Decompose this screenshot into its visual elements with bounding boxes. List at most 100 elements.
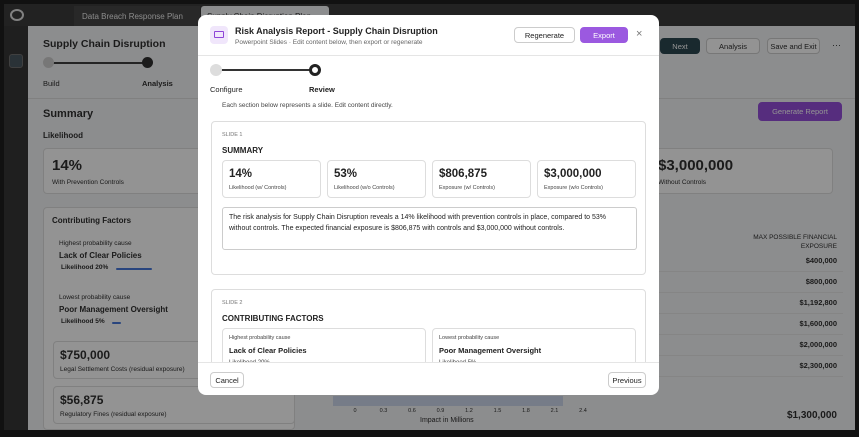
x-tick-label: 0.3: [379, 408, 388, 414]
nav-item[interactable]: [9, 54, 23, 68]
metric-value: 53%: [334, 168, 358, 180]
table-total: $1,300,000: [786, 410, 837, 421]
modal-icon: [210, 26, 228, 44]
stepper-line: [220, 69, 316, 71]
tab-label: Data Breach Response Plan: [82, 12, 183, 21]
table-value: $800,000: [805, 277, 837, 286]
x-tick-label: 1.8: [522, 408, 530, 414]
metric-label: Likelihood (w/ Controls): [229, 185, 287, 191]
metric-label: Exposure (w/o Controls): [544, 185, 603, 191]
factor-name: Poor Management Oversight: [439, 346, 542, 355]
factor-likelihood: Likelihood 20%: [61, 264, 109, 271]
factor-caption: Highest probability cause: [229, 335, 291, 341]
stepper-line: [50, 62, 148, 64]
table-header: MAX POSSIBLE FINANCIAL EXPOSURE: [753, 234, 837, 250]
x-tick-label: 0: [353, 408, 357, 414]
likelihood-bar: [116, 268, 152, 270]
modal-title: Risk Analysis Report - Supply Chain Disr…: [235, 26, 438, 36]
step-label: Analysis: [142, 79, 173, 88]
factor-name: Lack of Clear Policies: [229, 346, 307, 355]
header-divider: [198, 55, 659, 56]
factor-card: Highest probability cause Lack of Clear P…: [222, 328, 426, 362]
cancel-button[interactable]: Cancel: [210, 372, 244, 388]
step-label: Build: [43, 79, 60, 88]
cost-label: Legal Settlement Costs (residual exposur…: [60, 366, 185, 373]
metric-card: $3,000,000 Exposure (w/o Controls): [537, 160, 636, 198]
table-value: $2,000,000: [799, 340, 837, 349]
factor-likelihood: Likelihood 20%: [229, 360, 270, 362]
table-value: $2,300,000: [799, 361, 837, 370]
next-button[interactable]: Next: [660, 38, 700, 54]
chart-bars: [333, 396, 563, 406]
metric-value: $806,875: [439, 168, 487, 180]
factor-caption: Lowest probability cause: [439, 335, 500, 341]
step-dot: [43, 57, 54, 68]
metric-card: $806,875 Exposure (w/ Controls): [432, 160, 531, 198]
save-button[interactable]: Save and Exit: [767, 38, 820, 54]
factor-likelihood: Likelihood 5%: [439, 360, 476, 362]
table-value: $1,192,800: [799, 298, 837, 307]
step-label: Review: [309, 85, 335, 94]
slide: SLIDE 2 CONTRIBUTING FACTORS Highest pro…: [211, 289, 646, 362]
metric-card: 14% Likelihood (w/ Controls): [222, 160, 321, 198]
step-label: Configure: [210, 85, 243, 94]
footer-divider: [198, 362, 659, 363]
table-row-line: [638, 271, 843, 272]
metric-label: Likelihood (w/o Controls): [334, 185, 395, 191]
table-row-line: [638, 334, 843, 335]
cost-label: Regulatory Fines (residual exposure): [60, 411, 167, 418]
table-row-line: [638, 313, 843, 314]
view-dropdown[interactable]: Analysis: [706, 38, 760, 54]
info-text: Each section below represents a slide. E…: [222, 102, 393, 109]
step-dot: [142, 57, 153, 68]
factors-title: Contributing Factors: [52, 216, 132, 225]
x-axis-label: Impact in Millions: [420, 417, 474, 424]
likelihood-value: $3,000,000: [658, 157, 734, 174]
modal-subtitle: Powerpoint Slides · Edit content below, …: [235, 39, 423, 46]
x-tick-label: 1.2: [465, 408, 473, 414]
more-button[interactable]: ···: [832, 40, 841, 50]
table-value: $400,000: [805, 256, 837, 265]
x-tick-label: 1.5: [493, 408, 502, 414]
generate-button[interactable]: Generate Report: [758, 102, 842, 121]
likelihood-label: Without Controls: [658, 179, 707, 186]
likelihood-value: 14%: [52, 157, 83, 174]
metric-cards: 14% Likelihood (w/ Controls) 53% Likelihood…: [222, 160, 637, 198]
export-button[interactable]: Export: [580, 27, 628, 43]
factor-cards: Highest probability cause Lack of Clear P…: [222, 328, 637, 362]
factor-name: Poor Management Oversight: [59, 305, 168, 314]
table-row-line: [638, 355, 843, 356]
factor-caption: Lowest probability cause: [59, 294, 131, 301]
slide-label: SLIDE 1: [222, 132, 243, 138]
x-tick-label: 2.4: [579, 408, 587, 414]
factor-caption: Highest probability cause: [59, 240, 132, 247]
previous-button[interactable]: Previous: [608, 372, 646, 388]
cost-value: $750,000: [60, 348, 111, 362]
slide-text[interactable]: The risk analysis for Supply Chain Disru…: [222, 207, 637, 250]
close-button[interactable]: ×: [636, 28, 643, 40]
regenerate-button[interactable]: Regenerate: [514, 27, 575, 43]
metric-value: $3,000,000: [544, 168, 602, 180]
cost-value: $56,875: [60, 393, 104, 407]
factor-likelihood: Likelihood 5%: [61, 318, 105, 325]
page-title: Supply Chain Disruption: [43, 38, 166, 50]
likelihood-heading: Likelihood: [43, 131, 83, 140]
metric-label: Exposure (w/ Controls): [439, 185, 495, 191]
table-row-line: [638, 292, 843, 293]
slide: SLIDE 1 SUMMARY 14% Likelihood (w/ Contro…: [211, 121, 646, 275]
metric-card: 53% Likelihood (w/o Controls): [327, 160, 426, 198]
scroll-area: SLIDE 1 SUMMARY 14% Likelihood (w/ Contro…: [198, 112, 659, 362]
chart-axis: Impact in Millions 0 0.3 0.6 0.9 1.2 1.5 1.8 2.…: [318, 386, 618, 430]
logo: [10, 9, 24, 21]
summary-heading: Summary: [43, 108, 94, 120]
tab[interactable]: Data Breach Response Plan: [74, 6, 200, 26]
x-tick-label: 0.9: [436, 408, 445, 414]
factor-card: Lowest probability cause Poor Management …: [432, 328, 636, 362]
exposure-table: MAX POSSIBLE FINANCIAL EXPOSURE $1,300,0…: [628, 207, 843, 430]
slide-heading: SUMMARY: [222, 146, 264, 155]
modal: Risk Analysis Report - Supply Chain Disr…: [198, 15, 659, 395]
icon-glyph: [214, 31, 224, 38]
table-value: $1,600,000: [799, 319, 837, 328]
factor-name: Lack of Clear Policies: [59, 251, 142, 260]
